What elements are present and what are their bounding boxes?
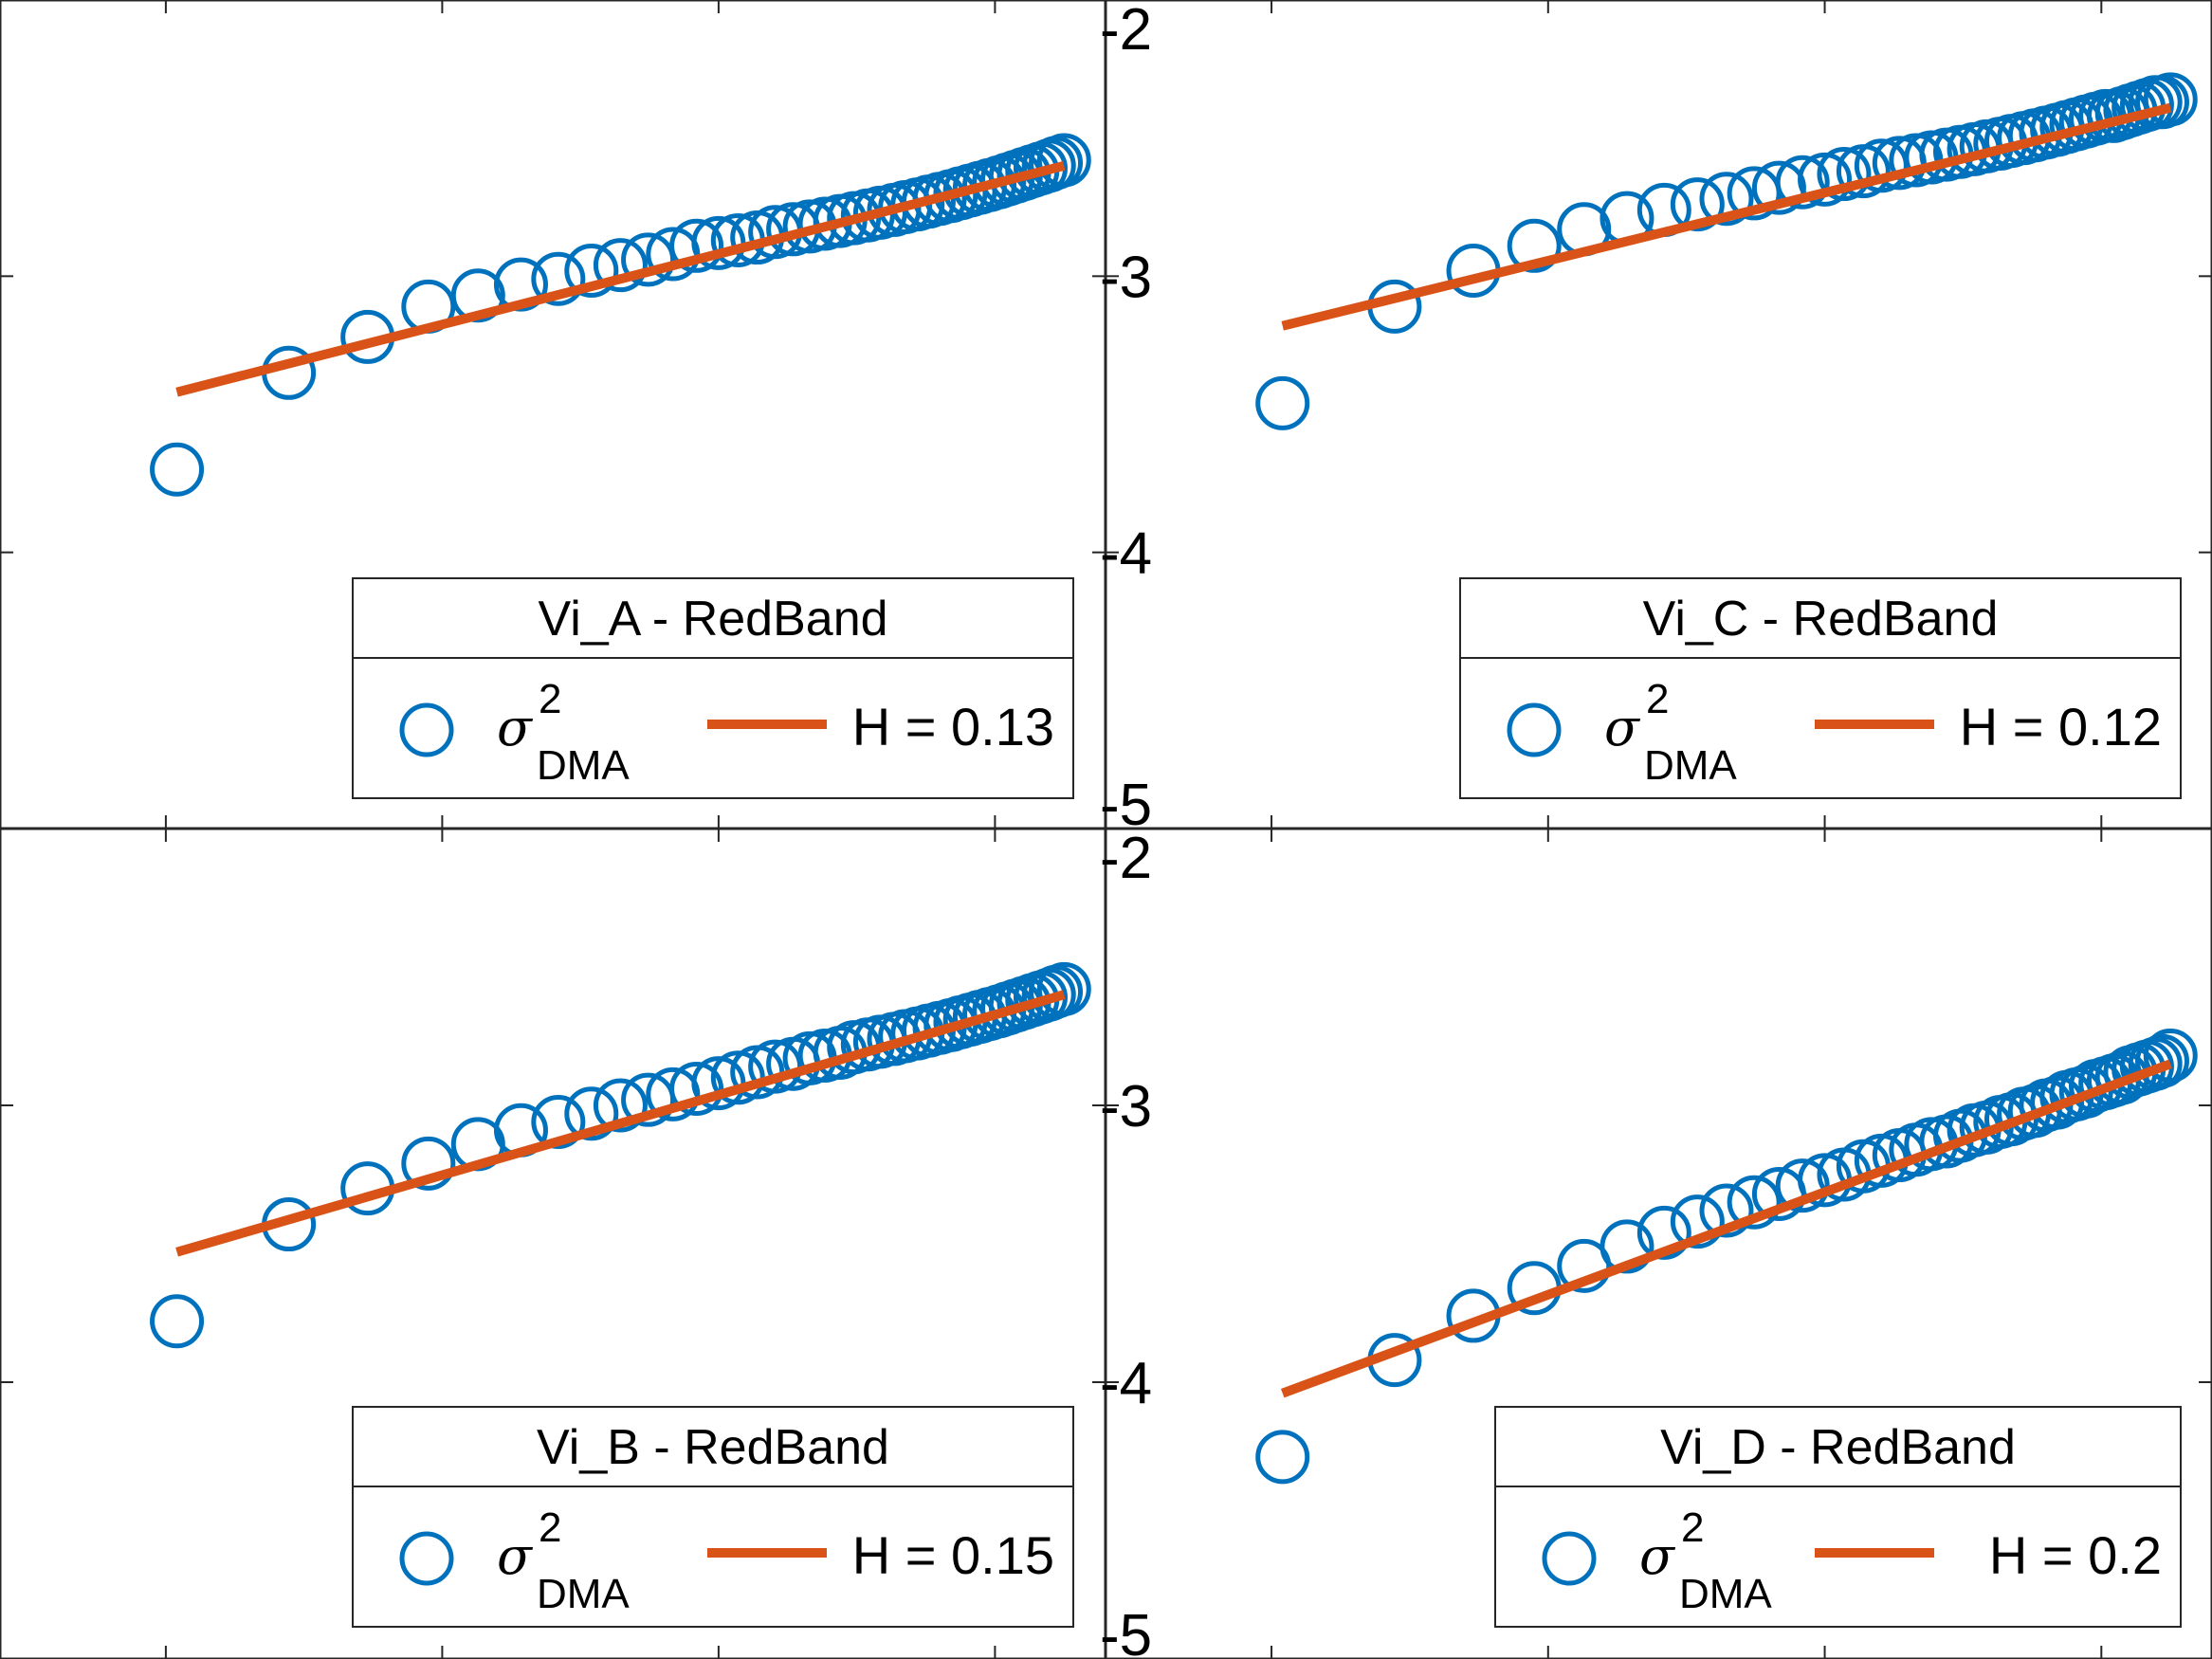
data-point [564,1086,619,1141]
data-point [2143,72,2198,127]
legend-marker-sub: DMA [537,742,630,789]
data-point [401,1136,456,1191]
data-point [1817,147,1872,202]
fit-line [1280,1059,2172,1398]
fit-line [175,990,1066,1257]
y-tick-label: -4 [1100,1351,1152,1416]
data-point [1507,218,1562,273]
legend-marker-sub: DMA [1679,1571,1772,1617]
data-point [669,218,724,273]
data-point [150,1294,205,1349]
data-point [1670,177,1725,232]
y-tick-label: -3 [1100,1074,1152,1139]
data-point [593,1078,648,1133]
legend-box [1459,577,2182,799]
y-tick-label: -3 [1100,245,1152,310]
data-point [1036,133,1091,188]
data-point [1727,1175,1782,1230]
legend: Vi_D - RedBand σ 2 DMA H = 0.2 [1494,1406,2182,1628]
data-point [1699,172,1754,227]
legend-box [352,1406,1074,1628]
legend-marker-sup: 2 [539,676,561,722]
legend-title: Vi_C - RedBand [1643,592,1999,647]
y-tick-label: -4 [1100,521,1152,587]
legend-marker-icon [399,1531,454,1586]
legend-marker-sup: 2 [1681,1504,1704,1551]
data-point [531,1095,586,1150]
legend-title: Vi_A - RedBand [538,592,887,647]
data-point [2143,1028,2198,1083]
legend-marker-icon [1542,1531,1597,1586]
legend-marker-symbol: σ [497,698,534,757]
data-point [669,1061,724,1116]
data-point [621,232,676,287]
panel-bottom-right: -5 -4 -3 -2 Vi_D - RedBand σ 2 DMA H = 0.2 [1100,826,2212,1659]
legend-marker-sub: DMA [537,1571,630,1617]
data-point [1036,961,1091,1016]
data-point [1600,1219,1654,1274]
legend-marker-sup: 2 [539,1504,561,1551]
legend-marker-sup: 2 [1646,676,1669,722]
fit-line [175,160,1066,397]
marker-series [150,133,1091,497]
legend-line-label: H = 0.13 [852,697,1054,757]
data-point [1636,1205,1691,1260]
legend-marker-icon [1507,702,1562,757]
data-point [593,238,648,293]
data-point [1670,1194,1725,1249]
marker-series [150,961,1091,1349]
data-point [1255,1430,1310,1485]
data-point [1775,155,1830,210]
legend-marker-icon [399,702,454,757]
y-tick-label: -5 [1100,773,1152,838]
marker-series [1255,72,2198,430]
data-point [1699,1183,1754,1238]
data-point [150,442,205,497]
legend-title: Vi_D - RedBand [1660,1420,2016,1475]
data-point [564,244,619,299]
legend-marker-symbol: σ [1604,698,1641,757]
y-tick-label: -5 [1100,1603,1152,1659]
y-tick-label: -2 [1100,826,1152,891]
legend-box [352,577,1074,799]
legend-line-label: H = 0.15 [852,1525,1054,1585]
data-point [1775,1158,1830,1213]
data-point [2134,1033,2189,1088]
y-tick-label: -2 [1100,0,1152,63]
legend-box [1494,1406,2182,1628]
legend-marker-symbol: σ [1639,1526,1676,1586]
fit-line [1281,102,2172,331]
legend-title: Vi_B - RedBand [537,1420,889,1475]
data-point [1255,375,1310,430]
legend-marker-symbol: σ [497,1526,534,1586]
legend-line-label: H = 0.2 [1989,1525,2162,1585]
legend-marker-sub: DMA [1644,742,1737,789]
data-point [1798,152,1853,207]
legend-line-label: H = 0.12 [1960,697,2162,757]
data-point [531,251,586,306]
